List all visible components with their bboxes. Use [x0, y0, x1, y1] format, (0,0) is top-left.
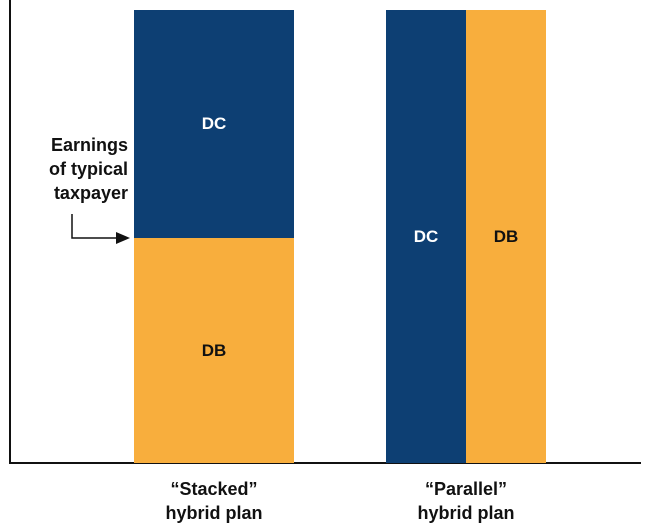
- parallel-db-segment: DB: [466, 10, 546, 463]
- parallel-dc-label: DC: [413, 226, 439, 246]
- stacked-caption-line-1: “Stacked”: [170, 479, 258, 499]
- arrow-right-icon: [71, 214, 130, 244]
- earnings-annotation: Earnings of typical taxpayer: [10, 133, 128, 205]
- parallel-db-label: DB: [493, 226, 519, 246]
- stacked-db-segment: DB: [134, 238, 294, 463]
- parallel-caption: “Parallel” hybrid plan: [366, 477, 566, 525]
- parallel-caption-line-2: hybrid plan: [417, 503, 515, 523]
- stacked-caption: “Stacked” hybrid plan: [114, 477, 314, 525]
- annotation-line-1: Earnings: [50, 135, 128, 155]
- x-axis: [9, 462, 641, 464]
- annotation-line-3: taxpayer: [53, 183, 128, 203]
- stacked-caption-line-2: hybrid plan: [165, 503, 263, 523]
- parallel-caption-line-1: “Parallel”: [424, 479, 508, 499]
- stacked-db-label: DB: [201, 340, 227, 360]
- stacked-dc-label: DC: [201, 114, 227, 133]
- y-axis: [9, 0, 11, 464]
- annotation-line-2: of typical: [48, 159, 128, 179]
- parallel-dc-segment: DC: [386, 10, 466, 463]
- stacked-dc-segment: DC: [134, 10, 294, 238]
